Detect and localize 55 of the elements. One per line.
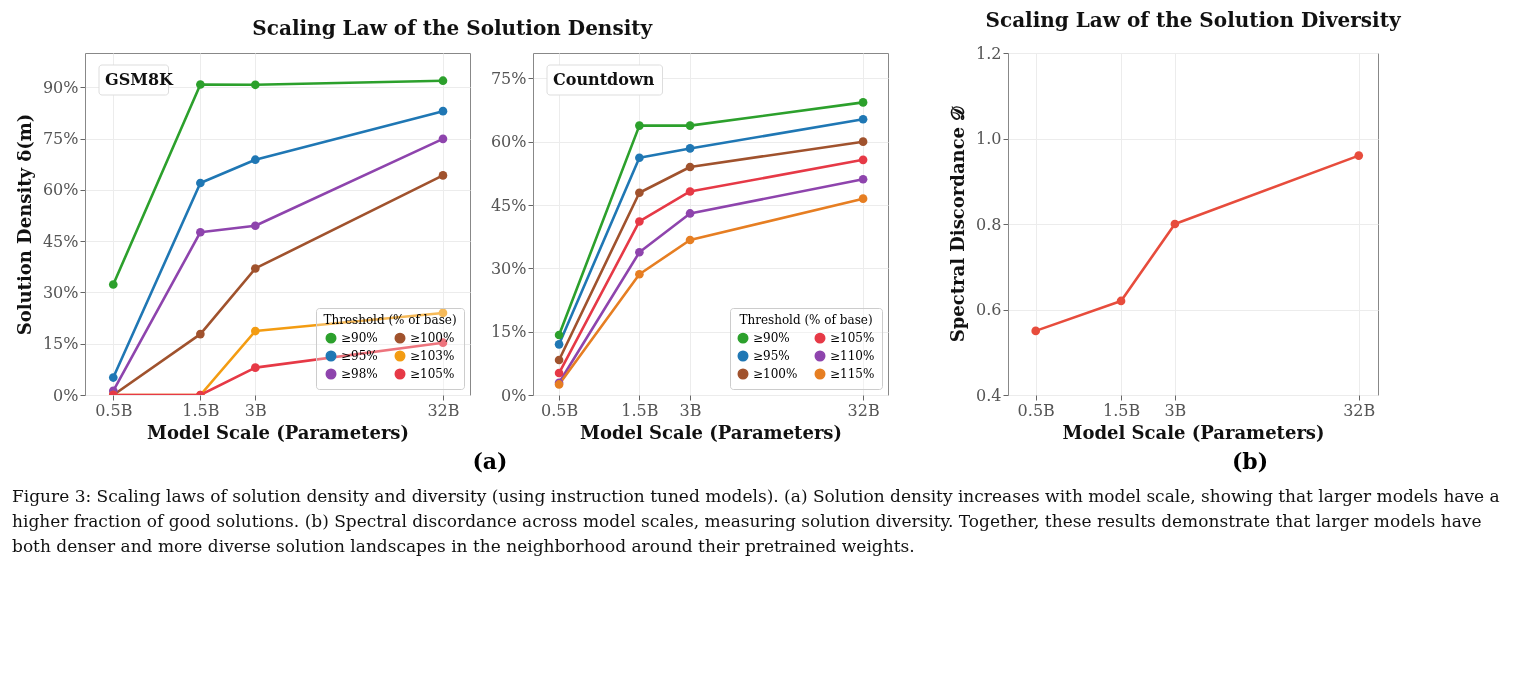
x-tick-label: 32B [427, 400, 460, 420]
x-tick-label: 1.5B [621, 400, 659, 420]
legend-title: Threshold (% of base) [739, 313, 873, 327]
text: (b) [1230, 448, 1270, 474]
annotation: Countdown [553, 70, 655, 89]
y-tick-label: 15% [490, 322, 527, 342]
y-tick-label: 0.4 [976, 385, 1002, 405]
legend-label: ≥100% [410, 331, 455, 346]
x-tick-label: 0.5B [1017, 400, 1055, 420]
y-tick-label: 0.6 [976, 300, 1002, 319]
y-tick-label: 75% [490, 68, 527, 88]
y-tick-label: 1.2 [976, 43, 1002, 63]
x-tick-label: 1.5B [182, 400, 220, 420]
legend-label: ≥105% [410, 367, 455, 381]
y-tick-label: 30% [490, 258, 527, 278]
y-tick-label: 45% [490, 195, 527, 215]
x-axis-title: Model Scale (Parameters) [579, 421, 843, 443]
legend-label: ≥110% [830, 349, 875, 363]
x-tick-label: 0.5B [95, 400, 133, 420]
legend-label: ≥90% [341, 331, 378, 346]
y-axis-title: Solution Density δ(m) [13, 113, 35, 336]
y-tick-label: 0.8 [976, 214, 1002, 234]
text: (a) [471, 448, 509, 474]
y-tick-label: 90% [42, 77, 79, 97]
x-tick-label: 0.5B [540, 400, 579, 420]
y-tick-label: 0% [53, 385, 79, 405]
y-tick-label: 0% [501, 385, 527, 405]
x-tick-label: 32B [847, 400, 880, 420]
x-tick-label: 3B [679, 400, 702, 420]
chart-title: Scaling Law of the Solution Diversity [985, 8, 1402, 32]
legend-label: ≥105% [830, 331, 875, 346]
y-tick-label: 45% [42, 231, 79, 251]
y-tick-label: 30% [42, 282, 79, 302]
x-tick-label: 32B [1343, 400, 1376, 420]
y-tick-label: 1.0 [976, 129, 1002, 148]
legend-label: ≥95% [341, 349, 378, 363]
legend-label: ≥115% [830, 367, 875, 381]
legend-label: ≥95% [753, 349, 790, 363]
legend-label: ≥100% [753, 367, 798, 381]
legend-label: ≥90% [753, 331, 790, 346]
legend-label: ≥103% [410, 349, 455, 363]
x-tick-label: 3B [244, 400, 267, 420]
chart-title: Scaling Law of the Solution Density [252, 15, 654, 40]
y-tick-label: 15% [42, 334, 79, 354]
x-axis-title: Model Scale (Parameters) [1062, 421, 1325, 443]
legend-label: ≥98% [341, 367, 378, 381]
y-tick-label: 75% [42, 129, 79, 148]
annotation: GSM8K [105, 70, 175, 89]
y-tick-label: 60% [490, 132, 527, 152]
x-tick-label: 1.5B [1102, 400, 1141, 420]
x-tick-label: 3B [1164, 400, 1187, 420]
y-tick-label: 60% [42, 180, 79, 200]
y-axis-title: Spectral Discordance 𝒟 [947, 105, 969, 343]
x-axis-title: Model Scale (Parameters) [146, 421, 410, 443]
caption: Figure 3: Scaling laws of solution density and diversity (using instruction tuned models). (a) Solution density increases with model scale, showing that larger models have a higher fraction of good solutions. (b) Spectral discordance across model scales, measuring solution diversity. Together, these results demonstrate that larger models have both denser and more diverse solution landscapes in the neighborhood around their pretrained weights. [12, 485, 1501, 558]
